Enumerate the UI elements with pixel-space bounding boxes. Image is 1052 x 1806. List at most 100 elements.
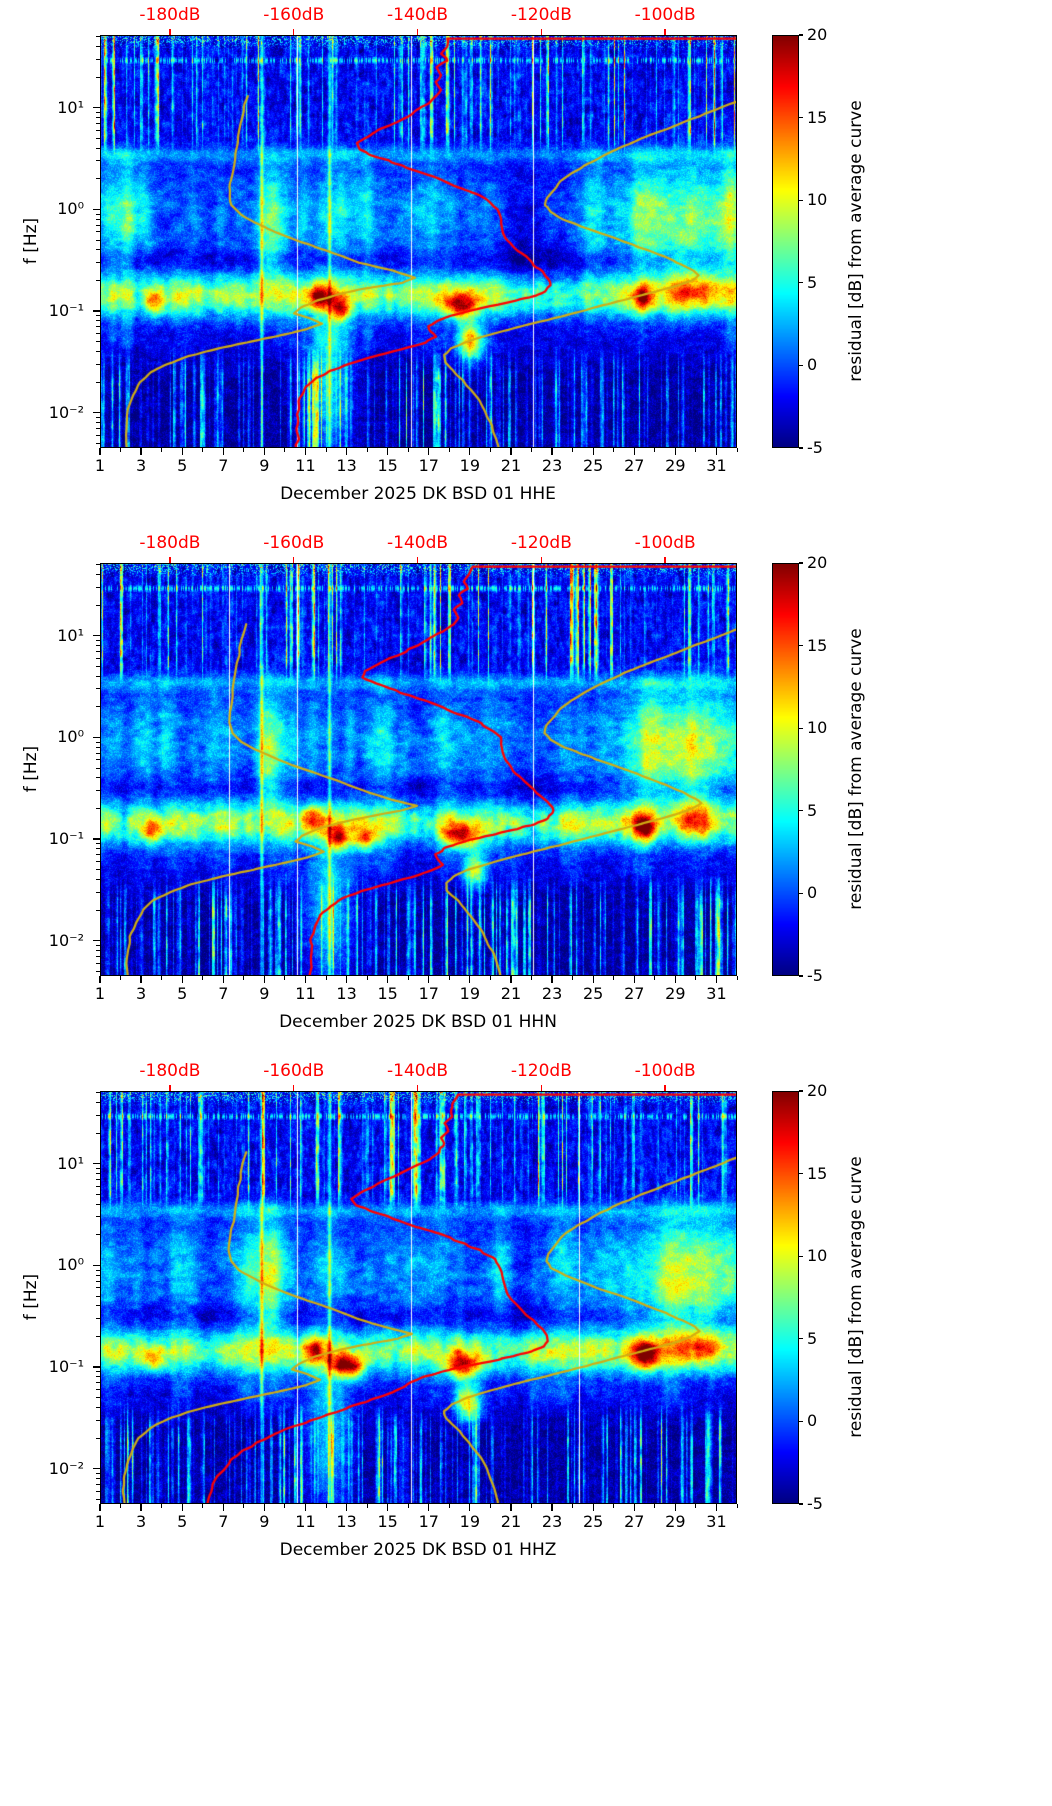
y-minor-tick xyxy=(96,1376,100,1378)
x-minor-tick xyxy=(120,976,122,980)
x-tick-label: 7 xyxy=(218,456,229,475)
x-major-tick xyxy=(428,1504,430,1511)
colorbar-tick-label: 20 xyxy=(807,25,828,44)
x-minor-tick xyxy=(489,976,491,980)
top-axis-tick xyxy=(416,29,419,35)
y-minor-tick xyxy=(96,1478,100,1480)
colorbar-tick xyxy=(799,562,803,564)
x-axis-label: December 2025 DK BSD 01 HHZ xyxy=(279,1540,557,1560)
x-major-tick xyxy=(345,448,348,455)
y-minor-tick xyxy=(96,1092,100,1094)
y-major-tick xyxy=(93,1468,100,1470)
top-axis-tick-label: -180dB xyxy=(139,5,201,25)
x-minor-tick xyxy=(654,1504,656,1508)
y-minor-tick xyxy=(96,36,100,38)
top-axis-tick-label: -100dB xyxy=(634,5,696,25)
top-axis-tick xyxy=(664,1085,666,1091)
x-minor-tick xyxy=(161,1504,163,1508)
x-major-tick xyxy=(674,448,676,455)
x-major-tick xyxy=(99,1504,101,1511)
colorbar-tick xyxy=(799,1090,803,1092)
colorbar-tick xyxy=(799,727,803,729)
y-minor-tick xyxy=(96,231,100,233)
top-axis-tick xyxy=(293,1085,295,1091)
x-tick-label: 23 xyxy=(541,1512,563,1531)
y-minor-tick xyxy=(96,1397,100,1399)
x-major-tick xyxy=(428,976,430,983)
y-minor-tick xyxy=(96,326,100,328)
colorbar-tick xyxy=(799,1338,803,1340)
x-minor-tick xyxy=(325,1504,327,1508)
x-tick-label: 13 xyxy=(336,1512,357,1531)
y-minor-tick xyxy=(96,1498,100,1500)
x-tick-label: 23 xyxy=(541,456,563,475)
y-minor-tick xyxy=(96,1132,100,1134)
y-minor-tick xyxy=(96,1173,100,1175)
colorbar-tick-label: 5 xyxy=(807,272,818,292)
colorbar-tick-label: 10 xyxy=(807,190,828,210)
y-minor-tick xyxy=(96,1419,100,1421)
colorbar-tick-label: -5 xyxy=(807,438,823,457)
x-minor-tick xyxy=(407,1504,409,1508)
x-minor-tick xyxy=(531,1504,533,1508)
y-minor-tick xyxy=(96,341,100,343)
x-tick-label: 25 xyxy=(582,984,604,1003)
x-major-tick xyxy=(181,448,183,455)
y-minor-tick xyxy=(96,1269,100,1271)
x-tick-label: 9 xyxy=(259,1512,270,1531)
y-tick-label: 10¹ xyxy=(57,625,84,645)
y-minor-tick xyxy=(96,651,100,653)
x-tick-label: 15 xyxy=(377,984,398,1003)
y-minor-tick xyxy=(96,574,100,576)
top-axis-tick-label: -120dB xyxy=(510,533,572,553)
x-minor-tick xyxy=(325,448,327,452)
colorbar-tick xyxy=(799,199,803,201)
x-minor-tick xyxy=(572,976,574,980)
x-major-tick xyxy=(592,976,594,983)
y-minor-tick xyxy=(96,1371,100,1373)
x-tick-label: 25 xyxy=(582,456,604,475)
colorbar-gradient xyxy=(772,563,799,976)
top-axis-tick xyxy=(169,29,171,35)
x-major-tick xyxy=(263,1504,265,1511)
top-axis-tick xyxy=(416,1085,419,1091)
colorbar-tick xyxy=(799,117,803,119)
y-major-tick xyxy=(93,635,100,637)
colorbar-tick-label: 20 xyxy=(807,1081,828,1100)
x-major-tick xyxy=(345,1504,348,1511)
x-minor-tick xyxy=(325,976,327,980)
x-tick-label: 27 xyxy=(624,1512,645,1531)
x-tick-label: 1 xyxy=(94,456,106,475)
x-minor-tick xyxy=(448,976,450,980)
x-major-tick xyxy=(674,976,676,983)
x-major-tick xyxy=(715,976,718,983)
y-minor-tick xyxy=(96,422,100,424)
colorbar-tick xyxy=(799,810,803,812)
top-axis-tick-label: -160dB xyxy=(263,533,325,553)
y-tick-label: 10⁻² xyxy=(48,930,84,950)
x-minor-tick xyxy=(695,976,697,980)
x-major-tick xyxy=(140,976,142,983)
colorbar-tick xyxy=(799,34,803,36)
y-minor-tick xyxy=(96,1382,100,1384)
y-minor-tick xyxy=(96,604,100,606)
x-major-tick xyxy=(263,976,265,983)
y-minor-tick xyxy=(96,861,100,863)
y-minor-tick xyxy=(96,160,100,162)
y-minor-tick xyxy=(96,909,100,911)
x-tick-label: 21 xyxy=(500,456,522,475)
x-tick-label: 13 xyxy=(336,456,357,475)
top-axis-tick xyxy=(664,557,666,563)
y-minor-tick xyxy=(96,848,100,850)
y-minor-tick xyxy=(96,962,100,964)
y-minor-tick xyxy=(96,970,100,972)
colorbar-tick xyxy=(799,975,803,977)
x-minor-tick xyxy=(736,1504,738,1508)
x-major-tick xyxy=(387,1504,389,1511)
x-minor-tick xyxy=(243,448,245,452)
x-tick-label: 31 xyxy=(706,984,727,1003)
x-minor-tick xyxy=(613,976,615,980)
top-axis-tick-label: -120dB xyxy=(510,1061,572,1081)
colorbar-tick-label: 0 xyxy=(807,1411,818,1431)
